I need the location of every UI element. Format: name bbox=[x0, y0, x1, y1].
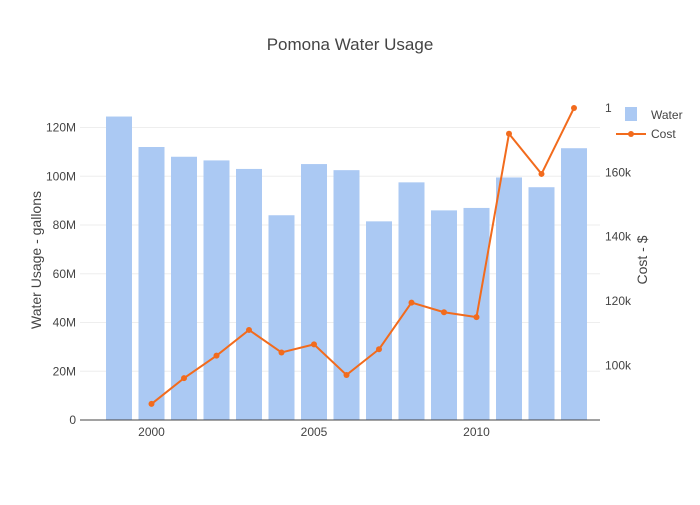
water-bar[interactable] bbox=[333, 170, 360, 420]
cost-point[interactable] bbox=[506, 130, 512, 137]
cost-point[interactable] bbox=[571, 105, 577, 111]
y-tick-label: 0 bbox=[69, 413, 76, 427]
water-bar[interactable] bbox=[138, 147, 165, 420]
cost-line-path bbox=[150, 107, 575, 405]
water-bar[interactable] bbox=[268, 215, 295, 420]
y2-tick-label: 100k bbox=[605, 358, 632, 372]
cost-line bbox=[148, 105, 577, 407]
cost-point[interactable] bbox=[473, 314, 480, 321]
y-tick-label: 80M bbox=[53, 218, 76, 232]
water-bar[interactable] bbox=[301, 164, 327, 420]
water-bar[interactable] bbox=[366, 221, 392, 420]
cost-point[interactable] bbox=[278, 349, 285, 356]
x-tick-label: 2010 bbox=[463, 425, 490, 439]
cost-point[interactable] bbox=[148, 400, 155, 407]
cost-point[interactable] bbox=[538, 170, 545, 177]
cost-point[interactable] bbox=[181, 375, 187, 382]
y-tick-label: 40M bbox=[53, 316, 76, 330]
y2-tick-label: 140k bbox=[605, 230, 632, 244]
axes: 0 20M 40M 60M 80M 100M 120M 2000 2005 2010 100k 120… bbox=[46, 101, 632, 439]
y-tick-label: 20M bbox=[53, 364, 76, 378]
y2-tick-label: 160k bbox=[605, 165, 632, 179]
water-bar[interactable] bbox=[106, 116, 132, 420]
water-bar[interactable] bbox=[496, 177, 522, 420]
chart-title: Pomona Water Usage bbox=[267, 35, 434, 54]
cost-point[interactable] bbox=[343, 371, 350, 378]
water-bar[interactable] bbox=[561, 148, 587, 420]
cost-point[interactable] bbox=[213, 352, 220, 359]
cost-point[interactable] bbox=[311, 341, 317, 348]
y-tick-label: 120M bbox=[46, 121, 76, 135]
y-tick-label: 60M bbox=[53, 267, 76, 281]
y-tick-label: 100M bbox=[46, 169, 76, 183]
legend-water-swatch[interactable] bbox=[625, 107, 637, 121]
cost-point[interactable] bbox=[376, 346, 382, 353]
x-tick-label: 2000 bbox=[138, 425, 165, 439]
water-bar[interactable] bbox=[236, 168, 262, 420]
water-bar[interactable] bbox=[528, 187, 555, 420]
cost-point[interactable] bbox=[441, 309, 447, 316]
y2-tick-label: 1 bbox=[605, 101, 612, 115]
y2-axis-title: Cost - $ bbox=[634, 235, 650, 284]
y-axis-title: Water Usage - gallons bbox=[28, 191, 44, 329]
water-bar[interactable] bbox=[203, 160, 230, 420]
legend-cost-marker[interactable] bbox=[628, 131, 634, 137]
legend: Water Cost bbox=[616, 107, 683, 141]
cost-point[interactable] bbox=[408, 299, 415, 306]
legend-cost-label[interactable]: Cost bbox=[651, 127, 676, 141]
x-tick-label: 2005 bbox=[301, 425, 328, 439]
cost-point[interactable] bbox=[246, 326, 252, 333]
legend-water-label[interactable]: Water bbox=[651, 108, 683, 122]
y2-tick-label: 120k bbox=[605, 294, 632, 308]
